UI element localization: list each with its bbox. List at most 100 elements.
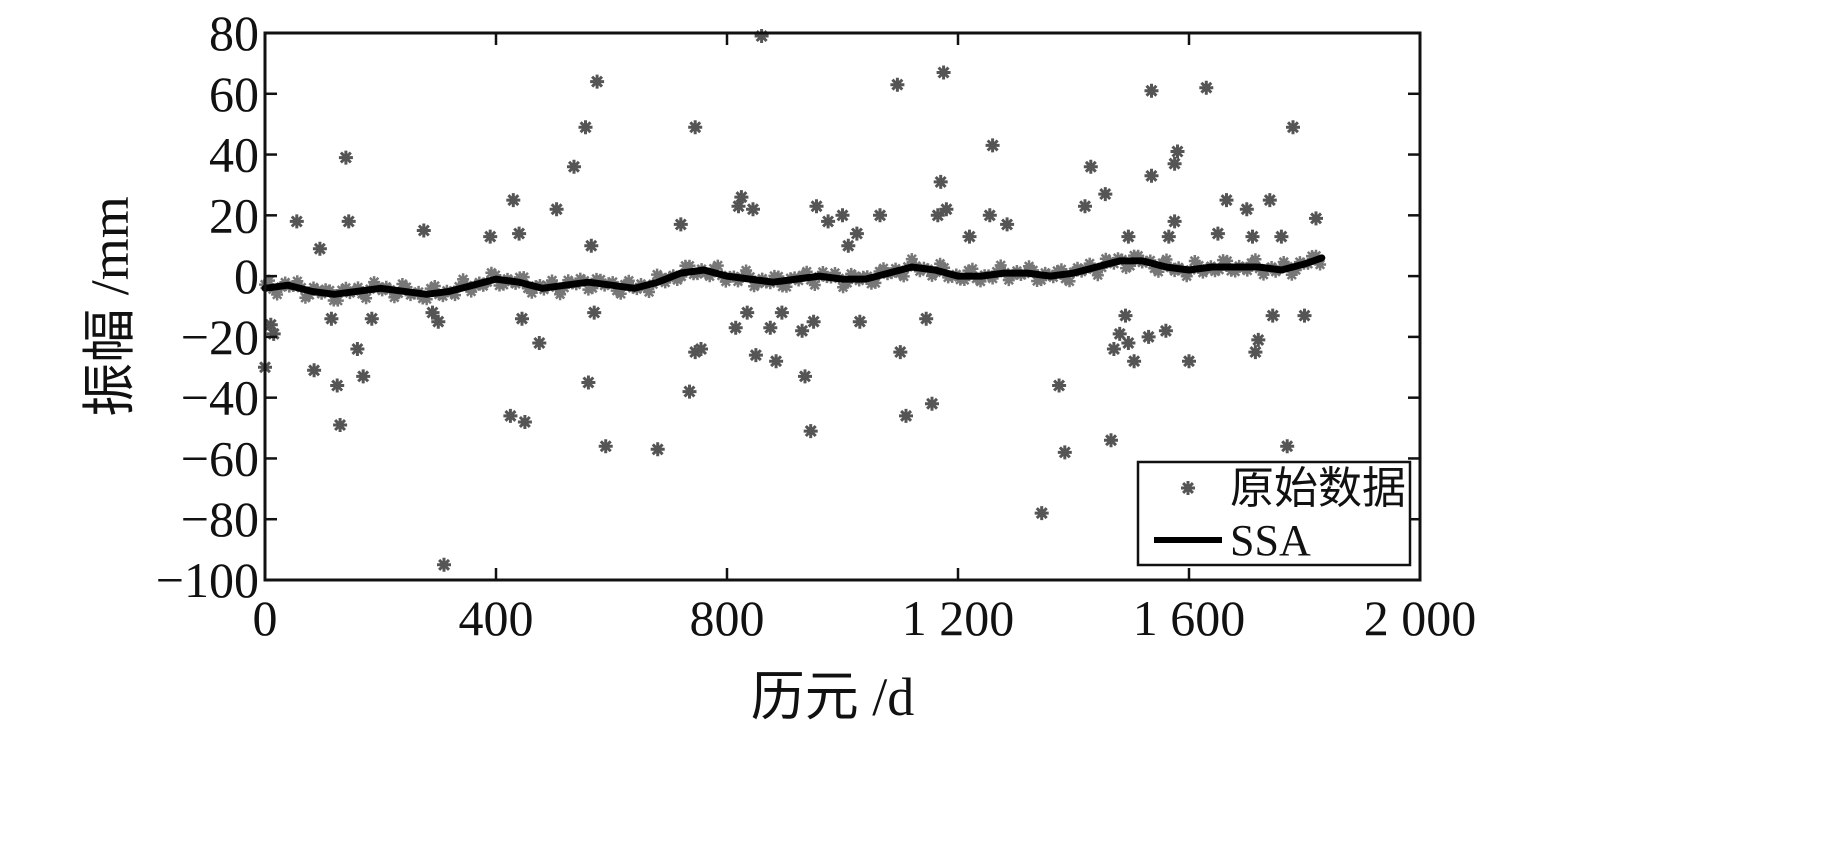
scatter-point [1083,159,1098,174]
scatter-point [289,214,304,229]
scatter-point [1297,308,1312,323]
scatter-point [574,272,587,285]
scatter-point [1051,265,1064,277]
scatter-point [1002,274,1015,287]
scatter-point [1127,354,1142,369]
scatter-point [1314,258,1327,271]
scatter-point [841,238,856,253]
scatter-point [1182,354,1196,369]
scatter-point [869,276,882,289]
scatter-point [1091,269,1104,282]
scatter-point [1158,323,1173,338]
scatter-point [905,253,918,266]
scatter-point [521,282,534,295]
scatter-point [1251,332,1266,347]
scatter-point [1199,80,1214,95]
scatter-point [829,267,841,279]
scatter-point [925,396,939,411]
y-axis-label: 振幅 /mm [80,196,140,417]
scatter-point [1121,336,1136,350]
scatter-point [688,345,703,360]
scatter-point [893,345,908,360]
y-tick-label: 40 [209,127,259,183]
y-tick-label: −40 [181,370,259,426]
scatter-point [933,174,948,189]
scatter-point [532,336,547,350]
scatter-point [930,208,945,223]
scatter-point [1141,329,1156,344]
scatter-point [266,326,281,341]
scatter-point [1310,249,1322,262]
scatter-point [746,202,760,217]
x-tick-label: 1 200 [902,590,1015,646]
scatter-point [982,208,997,223]
scatter-point [586,282,599,295]
scatter-point [598,439,613,454]
scatter-point [549,202,564,217]
scatter-point [364,311,379,326]
scatter-point [333,418,348,432]
scatter-point [546,274,558,287]
scatter-point [420,293,433,306]
scatter-point [1144,168,1159,183]
scatter-point [835,208,850,223]
scatter-point [578,120,593,135]
scatter-point [483,229,498,244]
y-tick-label: −60 [181,430,259,486]
scatter-point [503,408,518,423]
x-axis-label: 历元 /d [751,667,915,727]
scatter-point [489,269,502,282]
scatter-point [1241,264,1254,277]
scatter-point [719,275,732,288]
scatter-point [425,305,440,320]
scatter-point [1000,217,1015,232]
scatter-point [816,266,829,278]
scatter-point [936,65,951,80]
scatter-point [845,267,858,280]
scatter-point [1309,211,1323,226]
scatter-point [1144,83,1159,98]
scatter-point [650,442,665,457]
scatter-point [263,317,278,332]
scatter-point [1229,265,1242,278]
scatter-point [962,264,975,277]
scatter-point [1124,259,1137,272]
scatter-point [449,289,461,302]
y-tick-label: 0 [234,248,259,304]
scatter-point [582,283,595,296]
y-tick-label: 20 [209,187,259,243]
scatter-point [800,265,813,278]
scatter-point [1121,229,1136,244]
scatter-point [512,226,527,241]
scatter-point [567,159,581,174]
scatter-point [437,557,451,572]
scatter-point [682,384,697,399]
scatter-point [1104,433,1118,448]
scatter-point [416,223,431,238]
scatter-point [748,348,763,363]
scatter-point [431,314,446,329]
scatter-point [436,290,449,303]
scatter-point [890,77,905,92]
scatter-point [1057,445,1072,460]
scatter-point [1083,257,1096,270]
x-tick-label: 2 000 [1364,590,1477,646]
scatter-point [517,271,530,284]
scatter-point [958,274,971,286]
scatter-point [1167,156,1182,171]
scatter-point [803,424,818,439]
scatter-point [263,274,275,287]
scatter-point [506,193,521,208]
scatter-point [1098,187,1113,202]
scatter-point [688,120,703,135]
plot-layer [258,29,1327,572]
scatter-point [1112,326,1127,341]
y-tick-label: 60 [209,66,259,122]
scatter-point [711,259,724,272]
scatter-point [806,314,821,329]
scatter-point [754,29,769,43]
scatter-point [899,408,913,423]
x-tick-label: 1 600 [1133,590,1246,646]
